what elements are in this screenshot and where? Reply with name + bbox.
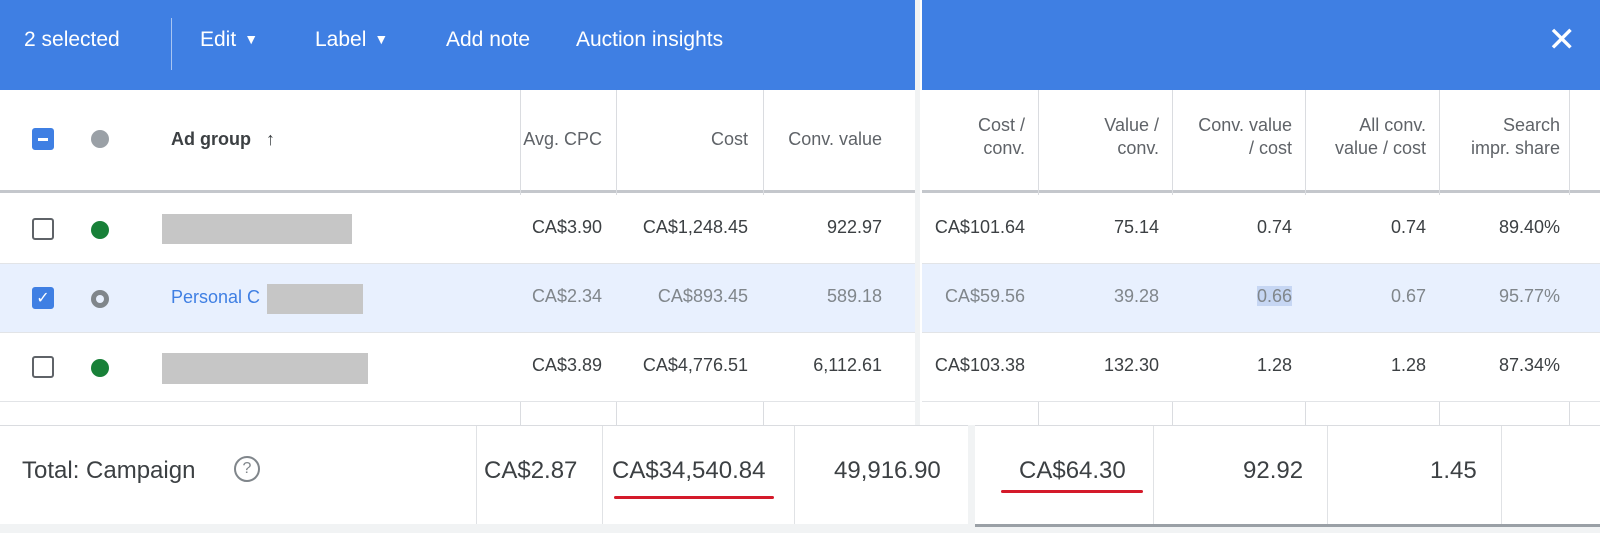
value-per-conv-cell: 75.14 [1113,217,1159,237]
selection-toolbar-continued: ✕ [922,0,1600,90]
help-icon[interactable]: ? [234,456,260,482]
label-menu-button[interactable]: Label ▼ [315,28,388,52]
highlighted-text-selection: 0.66 [1256,286,1292,306]
search-impr-share-cell: 87.34% [1498,355,1560,375]
total-row-right: CA$64.30 92.92 1.45 [975,425,1600,527]
total-cost-per-conv: CA$64.30 [1019,457,1126,484]
col-label-line: conv. [1117,138,1159,158]
left-table-panel: 2 selected Edit ▼ Label ▼ Add note Auction… [0,0,915,425]
table-row[interactable]: CA$3.89 CA$4,776.51 6,112.61 [0,333,915,402]
status-paused-icon [91,290,109,308]
conv-value-per-cost-cell: 1.28 [1256,355,1292,375]
red-underline-annotation [1001,490,1143,493]
close-icon[interactable]: ✕ [1547,21,1577,59]
col-ad-group[interactable]: Ad group ↑ [171,128,275,151]
avg-cpc-cell: CA$3.89 [531,355,602,375]
search-impr-share-cell: 89.40% [1498,217,1560,237]
col-ad-group-label: Ad group [171,129,251,149]
edit-menu-button[interactable]: Edit ▼ [200,28,258,52]
col-conv-value-per-cost[interactable]: Conv. value / cost [1174,114,1292,160]
edit-label: Edit [200,28,237,51]
table-row[interactable]: CA$3.90 CA$1,248.45 922.97 [0,195,915,264]
cost-cell: CA$893.45 [657,286,748,306]
table-row[interactable]: CA$103.38 132.30 1.28 1.28 87.34% [922,333,1600,402]
cost-cell: CA$4,776.51 [642,355,748,375]
col-label-line: Value / [1104,115,1159,135]
column-divider [1501,426,1502,524]
selection-toolbar: 2 selected Edit ▼ Label ▼ Add note Auction… [0,0,915,90]
search-impr-share-cell: 95.77% [1498,286,1560,306]
column-divider [476,426,477,524]
col-label-line: Search [1502,115,1560,135]
total-avg-cpc: CA$2.87 [484,457,578,484]
col-cost[interactable]: Cost [710,129,748,149]
all-conv-value-per-cost-cell: 0.74 [1390,217,1426,237]
cost-per-conv-cell: CA$101.64 [934,217,1025,237]
col-label-line: All conv. [1359,115,1426,135]
cost-per-conv-cell: CA$103.38 [934,355,1025,375]
column-divider [602,426,603,524]
conv-value-per-cost-cell: 0.66 [1174,286,1292,307]
red-underline-annotation [614,496,774,499]
col-conv-value[interactable]: Conv. value [788,129,882,149]
all-conv-value-per-cost-cell: 1.28 [1390,355,1426,375]
dropdown-caret-icon: ▼ [374,31,389,47]
conv-value-cell: 6,112.61 [813,355,882,375]
cost-per-conv-cell: CA$59.56 [944,286,1025,306]
total-value-per-conv: 92.92 [1243,457,1304,484]
col-value-per-conv[interactable]: Value / conv. [1040,114,1159,160]
table-header: Ad group ↑ Avg. CPC Cost Conv. value [0,90,915,193]
ad-group-link[interactable]: Personal C [171,287,261,307]
table-row[interactable]: CA$101.64 75.14 0.74 0.74 89.40% [922,195,1600,264]
row-checkbox-checked[interactable]: ✓ [32,287,54,309]
total-label: Total: Campaign [22,457,196,484]
add-note-button[interactable]: Add note [446,28,531,51]
col-label-line: Conv. value [1198,115,1292,135]
total-conv-value: 49,916.90 [834,457,941,484]
sort-ascending-icon: ↑ [266,129,275,149]
col-avg-cpc[interactable]: Avg. CPC [523,129,602,149]
column-divider [794,426,795,524]
col-label-line: value / cost [1334,138,1426,158]
auction-insights-button[interactable]: Auction insights [576,28,724,51]
total-cost: CA$34,540.84 [612,457,766,484]
label-label: Label [315,28,367,51]
value-per-conv-cell: 132.30 [1103,355,1159,375]
status-enabled-icon [91,221,109,239]
row-checkbox[interactable] [32,218,54,240]
total-conv-value-per-cost: 1.45 [1430,457,1477,484]
column-divider [1327,426,1328,524]
selected-count: 2 selected [24,28,120,51]
redacted-ad-group-name [162,214,352,244]
select-all-checkbox[interactable] [32,128,54,150]
table-row-selected[interactable]: CA$59.56 39.28 0.66 0.67 95.77% [922,264,1600,333]
conv-value-per-cost-cell: 0.74 [1256,217,1292,237]
redacted-ad-group-name [267,284,363,314]
status-header-icon [91,130,109,148]
col-label-line: / cost [1248,138,1292,158]
col-search-impr-share[interactable]: Search impr. share [1440,114,1560,160]
toolbar-divider [171,18,172,70]
right-table-panel: ✕ Cost / conv. Value / conv. Conv. value / … [920,0,1600,425]
redacted-ad-group-name [162,353,368,384]
table-row-selected[interactable]: ✓ Personal C CA$2.34 CA$893.45 589.18 [0,264,915,333]
column-divider [1153,426,1154,524]
col-label-line: Cost / [977,115,1025,135]
dropdown-caret-icon: ▼ [244,31,259,47]
col-label-line: conv. [983,138,1025,158]
col-all-conv-value-per-cost[interactable]: All conv. value / cost [1307,114,1426,160]
value-per-conv-cell: 39.28 [1113,286,1159,306]
col-cost-per-conv[interactable]: Cost / conv. [922,114,1025,160]
status-enabled-icon [91,359,109,377]
cost-cell: CA$1,248.45 [642,217,748,237]
avg-cpc-cell: CA$2.34 [531,286,602,306]
avg-cpc-cell: CA$3.90 [531,217,602,237]
total-row-left: Total: Campaign ? CA$2.87 CA$34,540.84 4… [0,425,968,524]
col-label-line: impr. share [1470,138,1560,158]
conv-value-cell: 589.18 [826,286,882,306]
all-conv-value-per-cost-cell: 0.67 [1390,286,1426,306]
table-header: Cost / conv. Value / conv. Conv. value / co… [922,90,1600,193]
row-checkbox[interactable] [32,356,54,378]
conv-value-cell: 922.97 [826,217,882,237]
